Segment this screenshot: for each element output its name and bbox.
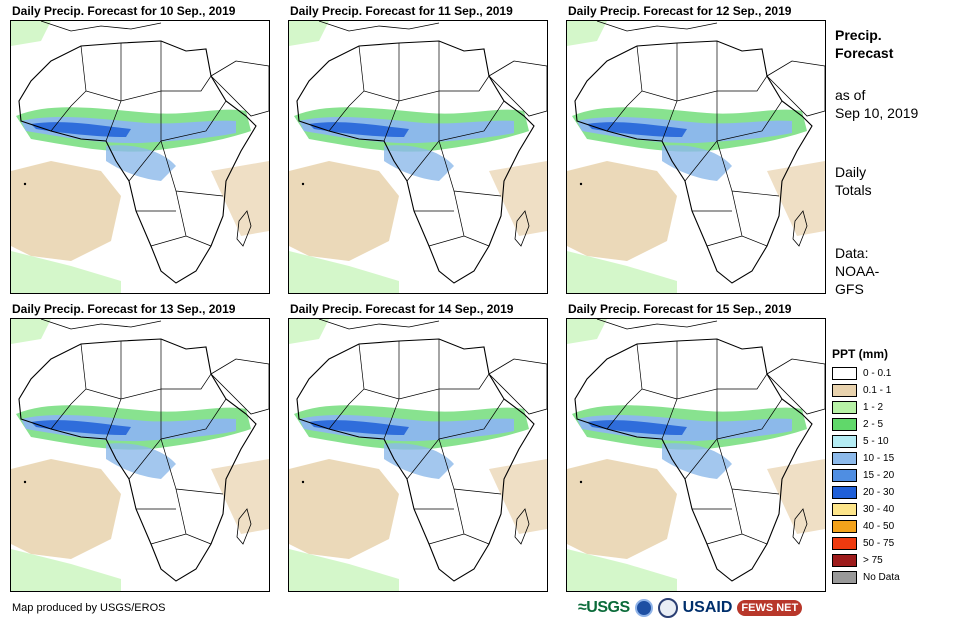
legend-item: 40 - 50 [832,518,962,535]
forecast-map [566,20,826,294]
legend-label: 0 - 0.1 [863,368,892,379]
legend-label: No Data [863,572,900,583]
africa-map [11,21,269,293]
legend-label: 40 - 50 [863,521,895,532]
asof-line-1: as of [835,87,866,103]
forecast-panel-sep-15: Daily Precip. Forecast for 15 Sep., 2019 [566,302,828,592]
legend-title: PPT (mm) [832,347,889,361]
totals-line-2: Totals [835,182,872,198]
africa-map [289,319,547,591]
legend-swatch [832,520,857,533]
legend-label: 2 - 5 [863,419,884,430]
legend-swatch [832,486,857,499]
panel-title: Daily Precip. Forecast for 10 Sep., 2019 [12,4,236,18]
forecast-map [566,318,826,592]
legend-swatch [832,452,857,465]
source-line-1: Data: [835,245,869,261]
logo-strip: ≈USGS USAID FEWS NET [578,596,803,620]
panel-title: Daily Precip. Forecast for 12 Sep., 2019 [568,4,792,18]
seal-logo-icon [657,598,678,618]
forecast-panel-sep-11: Daily Precip. Forecast for 11 Sep., 2019 [288,4,550,294]
legend-item: 0 - 0.1 [832,365,962,382]
side-source: Data: NOAA- GFS [835,244,879,298]
legend-item: 2 - 5 [832,416,962,433]
side-as-of: as of Sep 10, 2019 [835,86,918,122]
forecast-map [10,20,270,294]
forecast-panel-sep-14: Daily Precip. Forecast for 14 Sep., 2019 [288,302,550,592]
noaa-logo-icon [634,599,653,617]
heading-line-2: Forecast [835,45,894,61]
africa-map [567,21,825,293]
panel-title: Daily Precip. Forecast for 14 Sep., 2019 [290,302,514,316]
legend-swatch [832,537,857,550]
totals-line-1: Daily [835,164,867,180]
legend-label: 10 - 15 [863,453,895,464]
asof-line-2: Sep 10, 2019 [835,105,919,121]
legend-swatch [832,418,857,431]
legend-swatch [832,435,857,448]
legend-item: 50 - 75 [832,535,962,552]
africa-map [567,319,825,591]
legend-item: 20 - 30 [832,484,962,501]
legend-swatch [832,469,857,482]
usgs-logo: ≈USGS [578,599,630,616]
legend-label: 30 - 40 [863,504,895,515]
legend-label: 15 - 20 [863,470,895,481]
legend-swatch [832,401,857,414]
panel-title: Daily Precip. Forecast for 13 Sep., 2019 [12,302,236,316]
legend-item: 30 - 40 [832,501,962,518]
legend-swatch [832,384,857,397]
legend-item: 10 - 15 [832,450,962,467]
legend-item: 1 - 2 [832,399,962,416]
legend-swatch [832,571,857,584]
legend-item: No Data [832,569,962,586]
legend-label: 20 - 30 [863,487,895,498]
usaid-logo: USAID [682,599,733,616]
legend-swatch [832,554,857,567]
legend-item: 5 - 10 [832,433,962,450]
africa-map [11,319,269,591]
source-line-3: GFS [835,281,864,297]
legend-swatch [832,367,857,380]
side-heading: Precip. Forecast [835,26,893,62]
legend-label: > 75 [863,555,883,566]
forecast-panel-sep-10: Daily Precip. Forecast for 10 Sep., 2019 [10,4,272,294]
forecast-map [10,318,270,592]
heading-line-1: Precip. [835,27,882,43]
legend-label: 0.1 - 1 [863,385,892,396]
side-totals: Daily Totals [835,163,872,199]
fews-net-logo: FEWS NET [737,600,803,616]
forecast-panel-sep-13: Daily Precip. Forecast for 13 Sep., 2019 [10,302,272,592]
forecast-panel-sep-12: Daily Precip. Forecast for 12 Sep., 2019 [566,4,828,294]
forecast-map [288,20,548,294]
source-line-2: NOAA- [835,263,880,279]
forecast-map [288,318,548,592]
ppt-legend: PPT (mm) 0 - 0.1 0.1 - 1 1 - 2 2 - 5 5 - 10 1… [832,347,962,586]
panel-title: Daily Precip. Forecast for 11 Sep., 2019 [290,4,513,18]
legend-item: 0.1 - 1 [832,382,962,399]
legend-swatch [832,503,857,516]
legend-item: 15 - 20 [832,467,962,484]
legend-item: > 75 [832,552,962,569]
africa-map [289,21,547,293]
legend-label: 1 - 2 [863,402,884,413]
panel-title: Daily Precip. Forecast for 15 Sep., 2019 [568,302,792,316]
legend-label: 5 - 10 [863,436,889,447]
legend-label: 50 - 75 [863,538,895,549]
map-credit: Map produced by USGS/EROS [12,602,166,614]
